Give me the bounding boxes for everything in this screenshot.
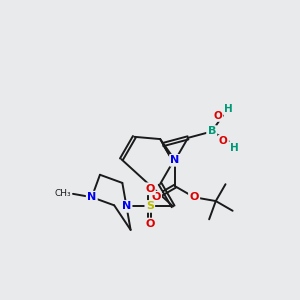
Text: H: H xyxy=(230,143,239,153)
Text: B: B xyxy=(208,127,216,136)
Text: O: O xyxy=(189,192,199,202)
Text: O: O xyxy=(145,219,154,229)
Text: N: N xyxy=(122,201,131,212)
Text: O: O xyxy=(213,111,222,121)
Text: N: N xyxy=(87,192,96,202)
Text: H: H xyxy=(224,104,233,114)
Text: O: O xyxy=(145,184,154,194)
Text: N: N xyxy=(170,155,180,165)
Text: S: S xyxy=(146,201,154,212)
Text: O: O xyxy=(151,192,160,202)
Text: O: O xyxy=(219,136,228,146)
Text: CH₃: CH₃ xyxy=(54,189,71,198)
